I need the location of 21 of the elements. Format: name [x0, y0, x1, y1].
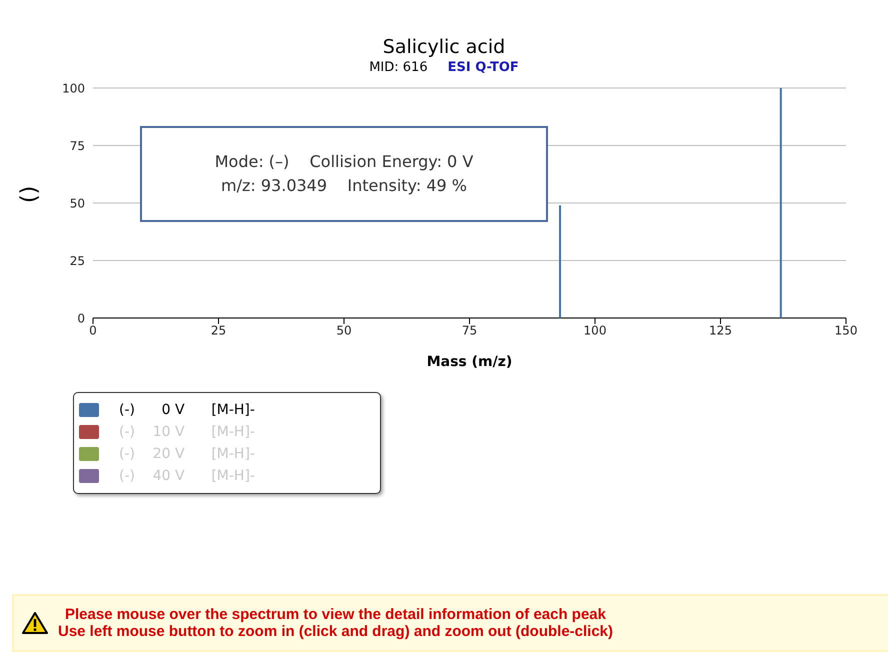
x-tick-label: 100	[584, 324, 606, 338]
info-box: Mode: (–) Collision Energy: 0 V m/z: 93.0349 Intensity: 49 %	[140, 126, 548, 222]
y-axis-title: ()	[16, 186, 42, 203]
y-tick-label: 0	[77, 311, 85, 326]
x-tick-label: 125	[709, 324, 732, 338]
annotation: Mode: (–) Collision Energy: 0 V m/z: 93.0349 Intensity: 49 %	[214, 151, 474, 197]
y-tick-label: 100	[62, 81, 85, 96]
x-tick-label: 0	[89, 324, 97, 338]
x-axis-title: Mass (m/z)	[426, 354, 512, 370]
legend-label: (-) 0 V [M-H]-	[119, 402, 255, 418]
chart-title: Salicylic acid	[382, 36, 506, 58]
text: Please mouse over the spectrum to view the detail information of each peak Use left mouse button to zoom in (click and drag) and zoom out (double-click)	[58, 606, 614, 640]
x-tick-label: 150	[834, 324, 858, 338]
text: ESI Q-TOF	[448, 60, 519, 75]
x-tick-label: 25	[210, 324, 226, 338]
x-tick-label: 50	[336, 324, 352, 338]
chart-subtitle: MID: 616	[369, 60, 428, 75]
y-tick-label: 75	[70, 138, 85, 153]
y-tick-label: 50	[70, 196, 85, 210]
x-tick-label: 75	[462, 324, 478, 338]
y-tick-label: 25	[70, 254, 85, 268]
